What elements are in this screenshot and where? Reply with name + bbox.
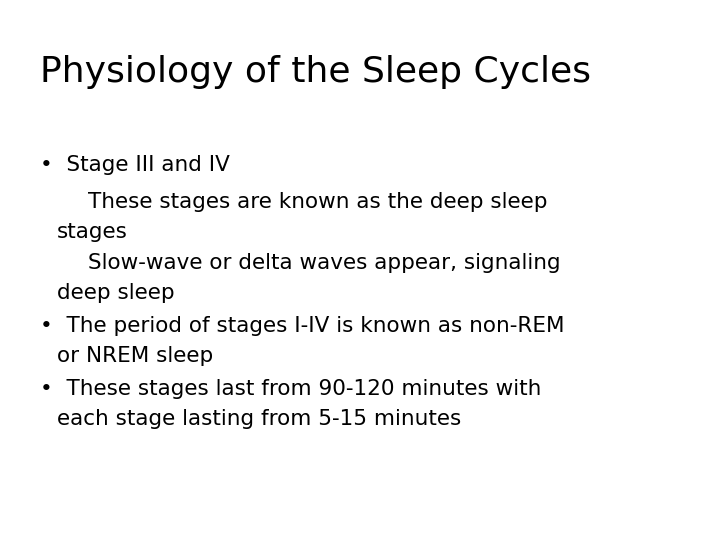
- Text: •  Stage III and IV: • Stage III and IV: [40, 155, 230, 175]
- Text: These stages are known as the deep sleep: These stages are known as the deep sleep: [88, 192, 547, 212]
- Text: deep sleep: deep sleep: [57, 283, 175, 303]
- Text: each stage lasting from 5-15 minutes: each stage lasting from 5-15 minutes: [57, 409, 462, 429]
- Text: •  These stages last from 90-120 minutes with: • These stages last from 90-120 minutes …: [40, 379, 541, 399]
- Text: or NREM sleep: or NREM sleep: [57, 346, 213, 366]
- Text: Slow-wave or delta waves appear, signaling: Slow-wave or delta waves appear, signali…: [88, 253, 561, 273]
- Text: Physiology of the Sleep Cycles: Physiology of the Sleep Cycles: [40, 55, 591, 89]
- Text: stages: stages: [57, 222, 128, 242]
- Text: •  The period of stages I-IV is known as non-REM: • The period of stages I-IV is known as …: [40, 316, 564, 336]
